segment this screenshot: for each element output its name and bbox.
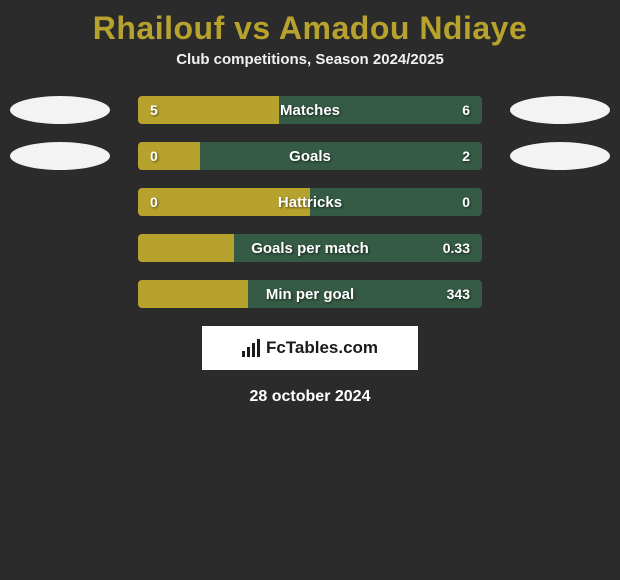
- subtitle: Club competitions, Season 2024/2025: [0, 51, 620, 96]
- stat-bar: 343Min per goal: [138, 280, 482, 308]
- stat-label: Goals per match: [138, 234, 482, 262]
- stat-bar: 0.33Goals per match: [138, 234, 482, 262]
- stat-row: 56Matches: [0, 96, 620, 124]
- logo-box: FcTables.com: [202, 326, 418, 370]
- stat-row: 00Hattricks: [0, 188, 620, 216]
- stat-row: 343Min per goal: [0, 280, 620, 308]
- player-right-oval: [510, 96, 610, 124]
- stat-bar: 56Matches: [138, 96, 482, 124]
- stat-row: 0.33Goals per match: [0, 234, 620, 262]
- date-line: 28 october 2024: [0, 370, 620, 406]
- comparison-rows: 56Matches 02Goals 00Hattricks 0.33Goals per…: [0, 96, 620, 308]
- logo: FcTables.com: [242, 338, 378, 358]
- stat-label: Goals: [138, 142, 482, 170]
- logo-label: FcTables.com: [266, 338, 378, 358]
- stat-label: Hattricks: [138, 188, 482, 216]
- player-right-oval: [510, 142, 610, 170]
- player-left-oval: [10, 142, 110, 170]
- player-left-oval: [10, 96, 110, 124]
- stat-bar: 00Hattricks: [138, 188, 482, 216]
- page-title: Rhailouf vs Amadou Ndiaye: [0, 0, 620, 51]
- stat-label: Min per goal: [138, 280, 482, 308]
- stat-row: 02Goals: [0, 142, 620, 170]
- stat-bar: 02Goals: [138, 142, 482, 170]
- bar-chart-icon: [242, 339, 260, 357]
- stat-label: Matches: [138, 96, 482, 124]
